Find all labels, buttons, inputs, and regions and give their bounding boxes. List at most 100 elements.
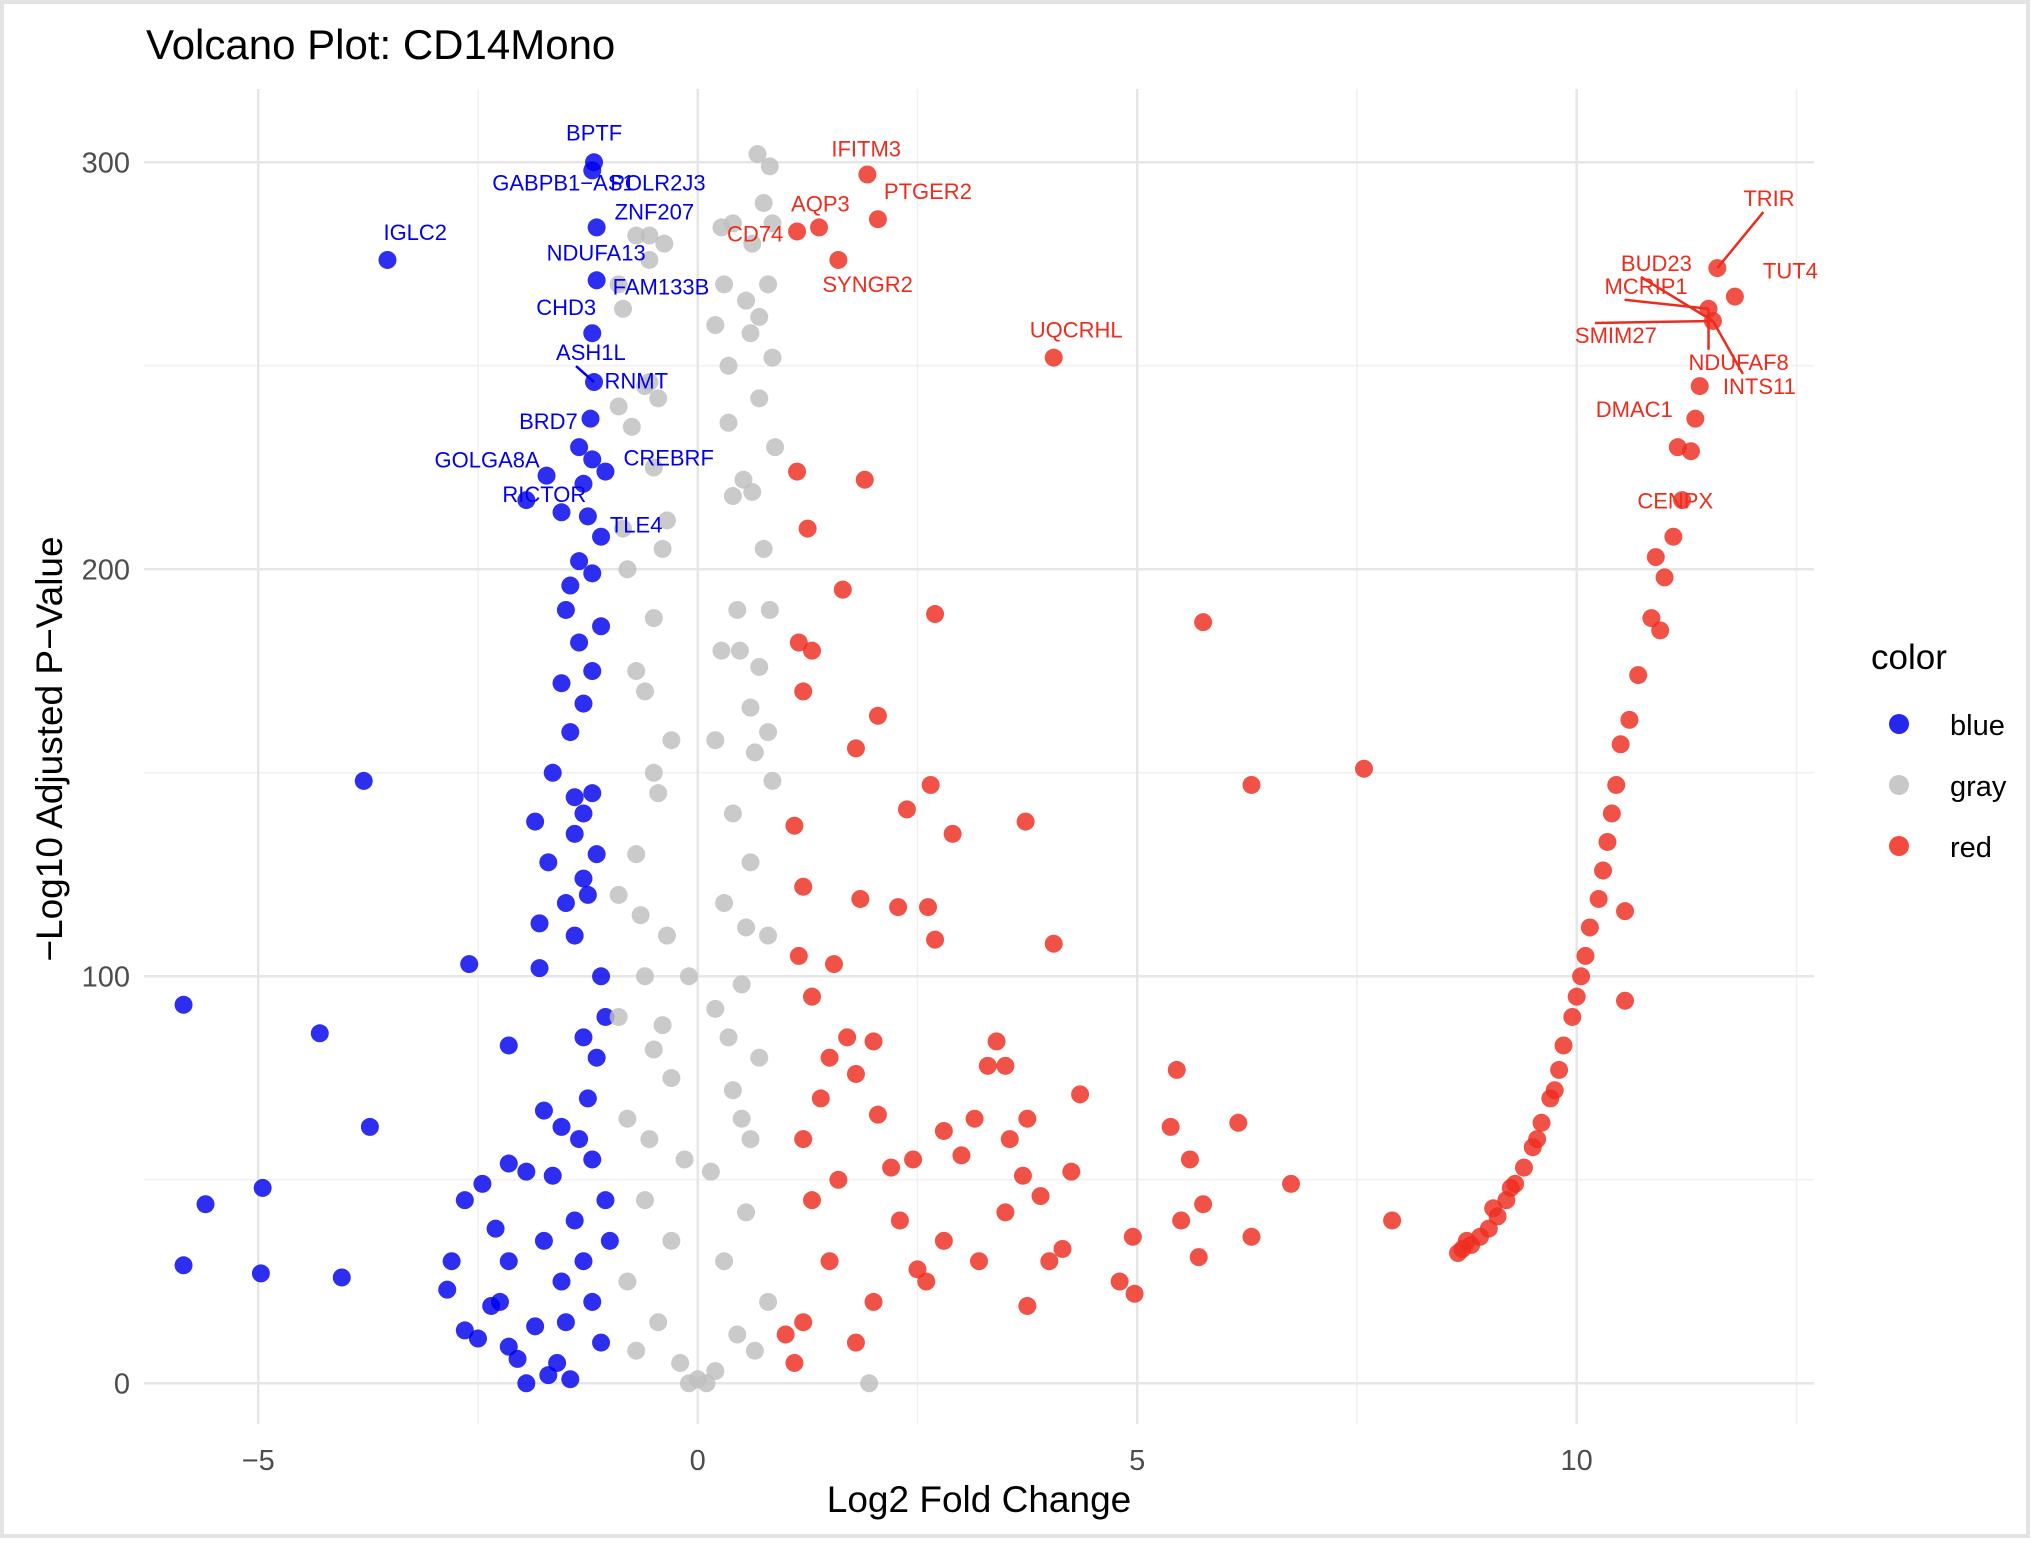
point-red bbox=[1018, 1296, 1037, 1315]
point-blue bbox=[587, 218, 606, 237]
point-blue bbox=[583, 564, 602, 583]
point-blue bbox=[438, 1280, 457, 1299]
point-blue bbox=[469, 1329, 487, 1348]
point-gray bbox=[622, 417, 641, 436]
gene-label: POLR2J3 bbox=[610, 170, 705, 195]
point-blue bbox=[592, 527, 611, 546]
point-red bbox=[803, 1191, 821, 1210]
y-tick-label: 300 bbox=[82, 147, 130, 179]
point-red bbox=[921, 775, 940, 794]
point-red bbox=[810, 218, 829, 237]
point-blue bbox=[574, 804, 593, 823]
point-red bbox=[1110, 1272, 1129, 1291]
point-blue bbox=[482, 1296, 501, 1315]
point-red bbox=[1528, 1130, 1547, 1149]
point-red bbox=[868, 210, 887, 229]
point-red bbox=[934, 1231, 953, 1250]
gene-label: BRD7 bbox=[519, 409, 578, 434]
point-gray bbox=[649, 1313, 668, 1332]
point-blue bbox=[499, 1154, 518, 1173]
point-red bbox=[1651, 621, 1670, 640]
point-gray bbox=[730, 641, 749, 660]
point-red bbox=[1000, 1130, 1019, 1149]
point-red bbox=[1594, 861, 1613, 880]
point-red bbox=[1607, 775, 1626, 794]
gene-label: CENPX bbox=[1637, 489, 1713, 514]
gene-label: CD74 bbox=[727, 221, 783, 246]
point-red bbox=[978, 1056, 997, 1075]
point-gray bbox=[712, 641, 731, 660]
point-blue bbox=[486, 1219, 505, 1238]
gene-label: IFITM3 bbox=[831, 136, 901, 161]
label-leader-line bbox=[1716, 211, 1765, 269]
point-blue bbox=[565, 926, 584, 945]
point-gray bbox=[636, 967, 654, 986]
legend: color blue gray red bbox=[1871, 638, 2007, 864]
legend-title: color bbox=[1871, 638, 1947, 677]
point-blue bbox=[574, 1028, 593, 1047]
point-blue bbox=[473, 1174, 492, 1193]
point-blue bbox=[174, 1256, 193, 1275]
point-red bbox=[1563, 1007, 1582, 1026]
point-red bbox=[824, 955, 843, 974]
point-blue bbox=[526, 1317, 545, 1336]
point-gray bbox=[723, 214, 742, 233]
legend-key-red bbox=[1889, 836, 1909, 856]
point-red bbox=[789, 946, 808, 965]
point-blue bbox=[583, 450, 602, 469]
point-blue bbox=[583, 161, 602, 180]
point-gray bbox=[734, 470, 753, 489]
gene-label: PTGER2 bbox=[884, 179, 972, 204]
point-gray bbox=[662, 731, 681, 750]
point-gray bbox=[741, 1130, 760, 1149]
point-gray bbox=[760, 157, 779, 176]
point-gray bbox=[627, 662, 646, 681]
point-gray bbox=[679, 1374, 698, 1393]
point-gray bbox=[759, 723, 778, 742]
point-gray bbox=[741, 698, 760, 717]
gene-label: ZNF207 bbox=[615, 199, 694, 224]
label-leader-line bbox=[1640, 275, 1714, 323]
point-gray bbox=[745, 743, 764, 762]
point-blue bbox=[455, 1191, 474, 1210]
point-red bbox=[785, 1353, 804, 1372]
point-blue bbox=[561, 723, 580, 742]
point-gray bbox=[760, 600, 779, 619]
point-red bbox=[1242, 1227, 1261, 1246]
point-red bbox=[829, 1170, 848, 1189]
gene-label: INTS11 bbox=[1723, 374, 1796, 399]
data-points bbox=[174, 145, 1744, 1393]
point-blue bbox=[508, 1349, 527, 1368]
point-gray bbox=[719, 413, 738, 432]
point-blue bbox=[570, 552, 589, 571]
point-blue bbox=[552, 1272, 571, 1291]
point-gray bbox=[644, 458, 663, 477]
point-gray bbox=[759, 1292, 778, 1311]
point-blue bbox=[442, 1252, 461, 1271]
point-red bbox=[1016, 812, 1035, 831]
point-red bbox=[1673, 491, 1692, 510]
point-gray bbox=[662, 1069, 681, 1088]
chart-title: Volcano Plot: CD14Mono bbox=[146, 21, 615, 68]
point-blue bbox=[574, 474, 593, 493]
point-red bbox=[943, 824, 962, 843]
point-gray bbox=[763, 348, 782, 367]
point-blue bbox=[354, 771, 373, 790]
point-gray bbox=[860, 1374, 879, 1393]
gene-label: CHD3 bbox=[536, 295, 596, 320]
label-leader-line bbox=[1711, 320, 1745, 375]
point-blue bbox=[581, 409, 600, 428]
point-red bbox=[1686, 409, 1705, 428]
point-gray bbox=[640, 226, 659, 245]
point-red bbox=[838, 1028, 857, 1047]
point-red bbox=[846, 739, 865, 758]
point-blue bbox=[583, 324, 602, 343]
point-red bbox=[889, 898, 908, 917]
point-gray bbox=[750, 307, 769, 326]
point-red bbox=[829, 250, 848, 269]
point-red bbox=[1616, 991, 1635, 1010]
point-red bbox=[1071, 1085, 1090, 1104]
point-red bbox=[1053, 1239, 1072, 1258]
